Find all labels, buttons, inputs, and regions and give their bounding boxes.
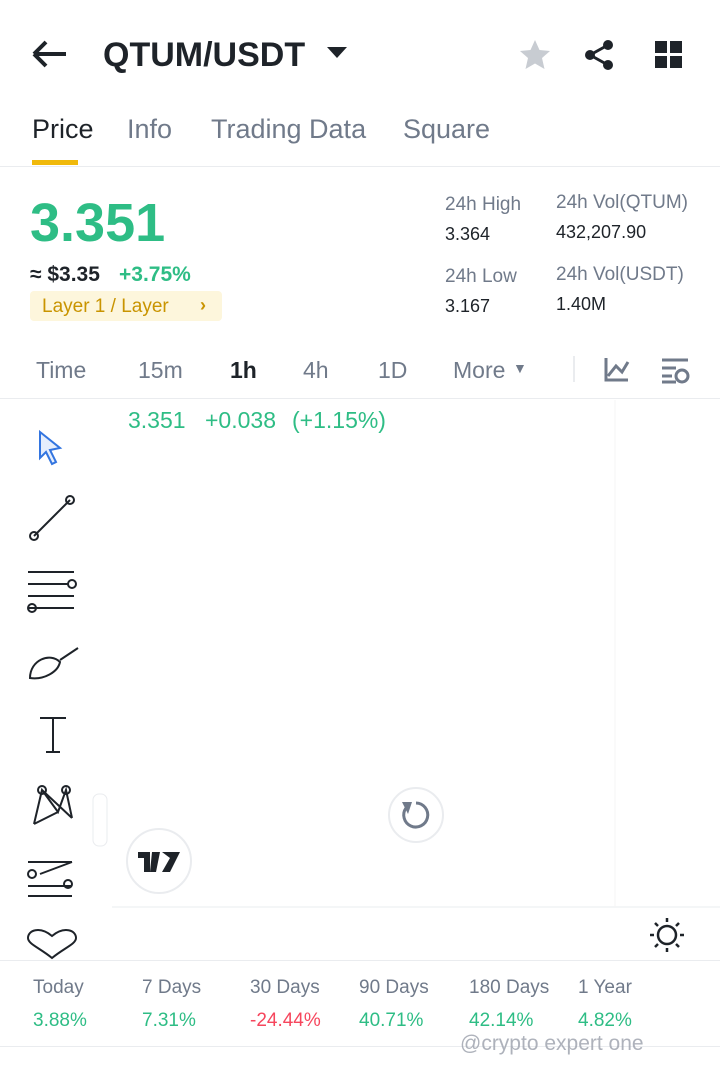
tab[interactable]: Info bbox=[127, 114, 173, 144]
tag-chip[interactable]: Layer 1 / Layer › bbox=[30, 291, 222, 321]
tab[interactable]: Price bbox=[32, 114, 94, 144]
price-change: +3.75% bbox=[119, 263, 191, 286]
divider bbox=[0, 1046, 720, 1047]
interval[interactable]: 15m bbox=[138, 357, 183, 383]
active-tab-indicator bbox=[32, 160, 78, 165]
interval[interactable]: Time bbox=[36, 357, 87, 383]
divider bbox=[0, 398, 720, 399]
tab[interactable]: Trading Data bbox=[211, 114, 367, 144]
tradingview-logo[interactable] bbox=[126, 828, 192, 894]
period-label: Today bbox=[33, 977, 84, 998]
stat-label: 24h Low bbox=[445, 266, 517, 287]
stat-label: 24h High bbox=[445, 194, 522, 215]
period-value: 40.71% bbox=[359, 1010, 424, 1031]
collapse-handle[interactable] bbox=[92, 793, 108, 847]
period-value: 3.88% bbox=[33, 1010, 87, 1031]
interval[interactable]: 1D bbox=[378, 357, 408, 383]
stat-label: 24h Vol(USDT) bbox=[556, 264, 684, 285]
stat-value: 1.40M bbox=[556, 294, 607, 314]
divider bbox=[0, 166, 720, 167]
interval[interactable]: 1h bbox=[230, 357, 257, 383]
period-value: 7.31% bbox=[142, 1010, 196, 1031]
tradingview-logo-mark bbox=[138, 852, 180, 872]
reset-icon bbox=[402, 802, 412, 814]
stat-label: 24h Vol(QTUM) bbox=[556, 192, 688, 213]
period-value: -24.44% bbox=[250, 1010, 321, 1031]
chart-tools bbox=[573, 356, 690, 384]
settings-icon[interactable] bbox=[650, 918, 684, 952]
pair-title[interactable]: QTUM/USDT bbox=[103, 36, 306, 74]
reset-icon bbox=[402, 801, 430, 829]
back-button[interactable] bbox=[30, 38, 70, 70]
pair-dropdown[interactable] bbox=[326, 46, 348, 60]
watermark: @crypto expert one bbox=[460, 1032, 644, 1055]
drawing-toolbar bbox=[26, 429, 79, 960]
last-price: 3.351 bbox=[30, 193, 166, 253]
period-label: 7 Days bbox=[142, 977, 202, 998]
period-label: 1 Year bbox=[578, 977, 632, 998]
legend-change-pct: (+1.15%) bbox=[292, 407, 386, 433]
tab[interactable]: Square bbox=[403, 114, 491, 144]
period-label: 30 Days bbox=[250, 977, 320, 998]
interval[interactable]: 4h bbox=[303, 357, 329, 383]
favorite-icon[interactable] bbox=[518, 38, 552, 72]
stat-value: 432,207.90 bbox=[556, 222, 647, 242]
more-caret: ▼ bbox=[513, 360, 527, 376]
period-label: 90 Days bbox=[359, 977, 429, 998]
reset-button[interactable] bbox=[388, 787, 444, 843]
tag-arrow: › bbox=[200, 295, 206, 315]
stat-value: 3.364 bbox=[445, 224, 491, 244]
usd-price: ≈ $3.35 bbox=[30, 263, 100, 286]
period-value: 42.14% bbox=[469, 1010, 534, 1031]
stat-value: 3.167 bbox=[445, 296, 491, 316]
interval[interactable]: More bbox=[453, 357, 506, 383]
share-icon[interactable] bbox=[582, 38, 616, 72]
period-value: 4.82% bbox=[578, 1010, 632, 1031]
legend-price: 3.351 bbox=[128, 407, 186, 433]
legend-change: +0.038 bbox=[205, 407, 276, 433]
menu-icon[interactable] bbox=[655, 41, 683, 69]
divider bbox=[0, 960, 720, 961]
period-label: 180 Days bbox=[469, 977, 550, 998]
tag-text: Layer 1 / Layer bbox=[42, 296, 169, 317]
